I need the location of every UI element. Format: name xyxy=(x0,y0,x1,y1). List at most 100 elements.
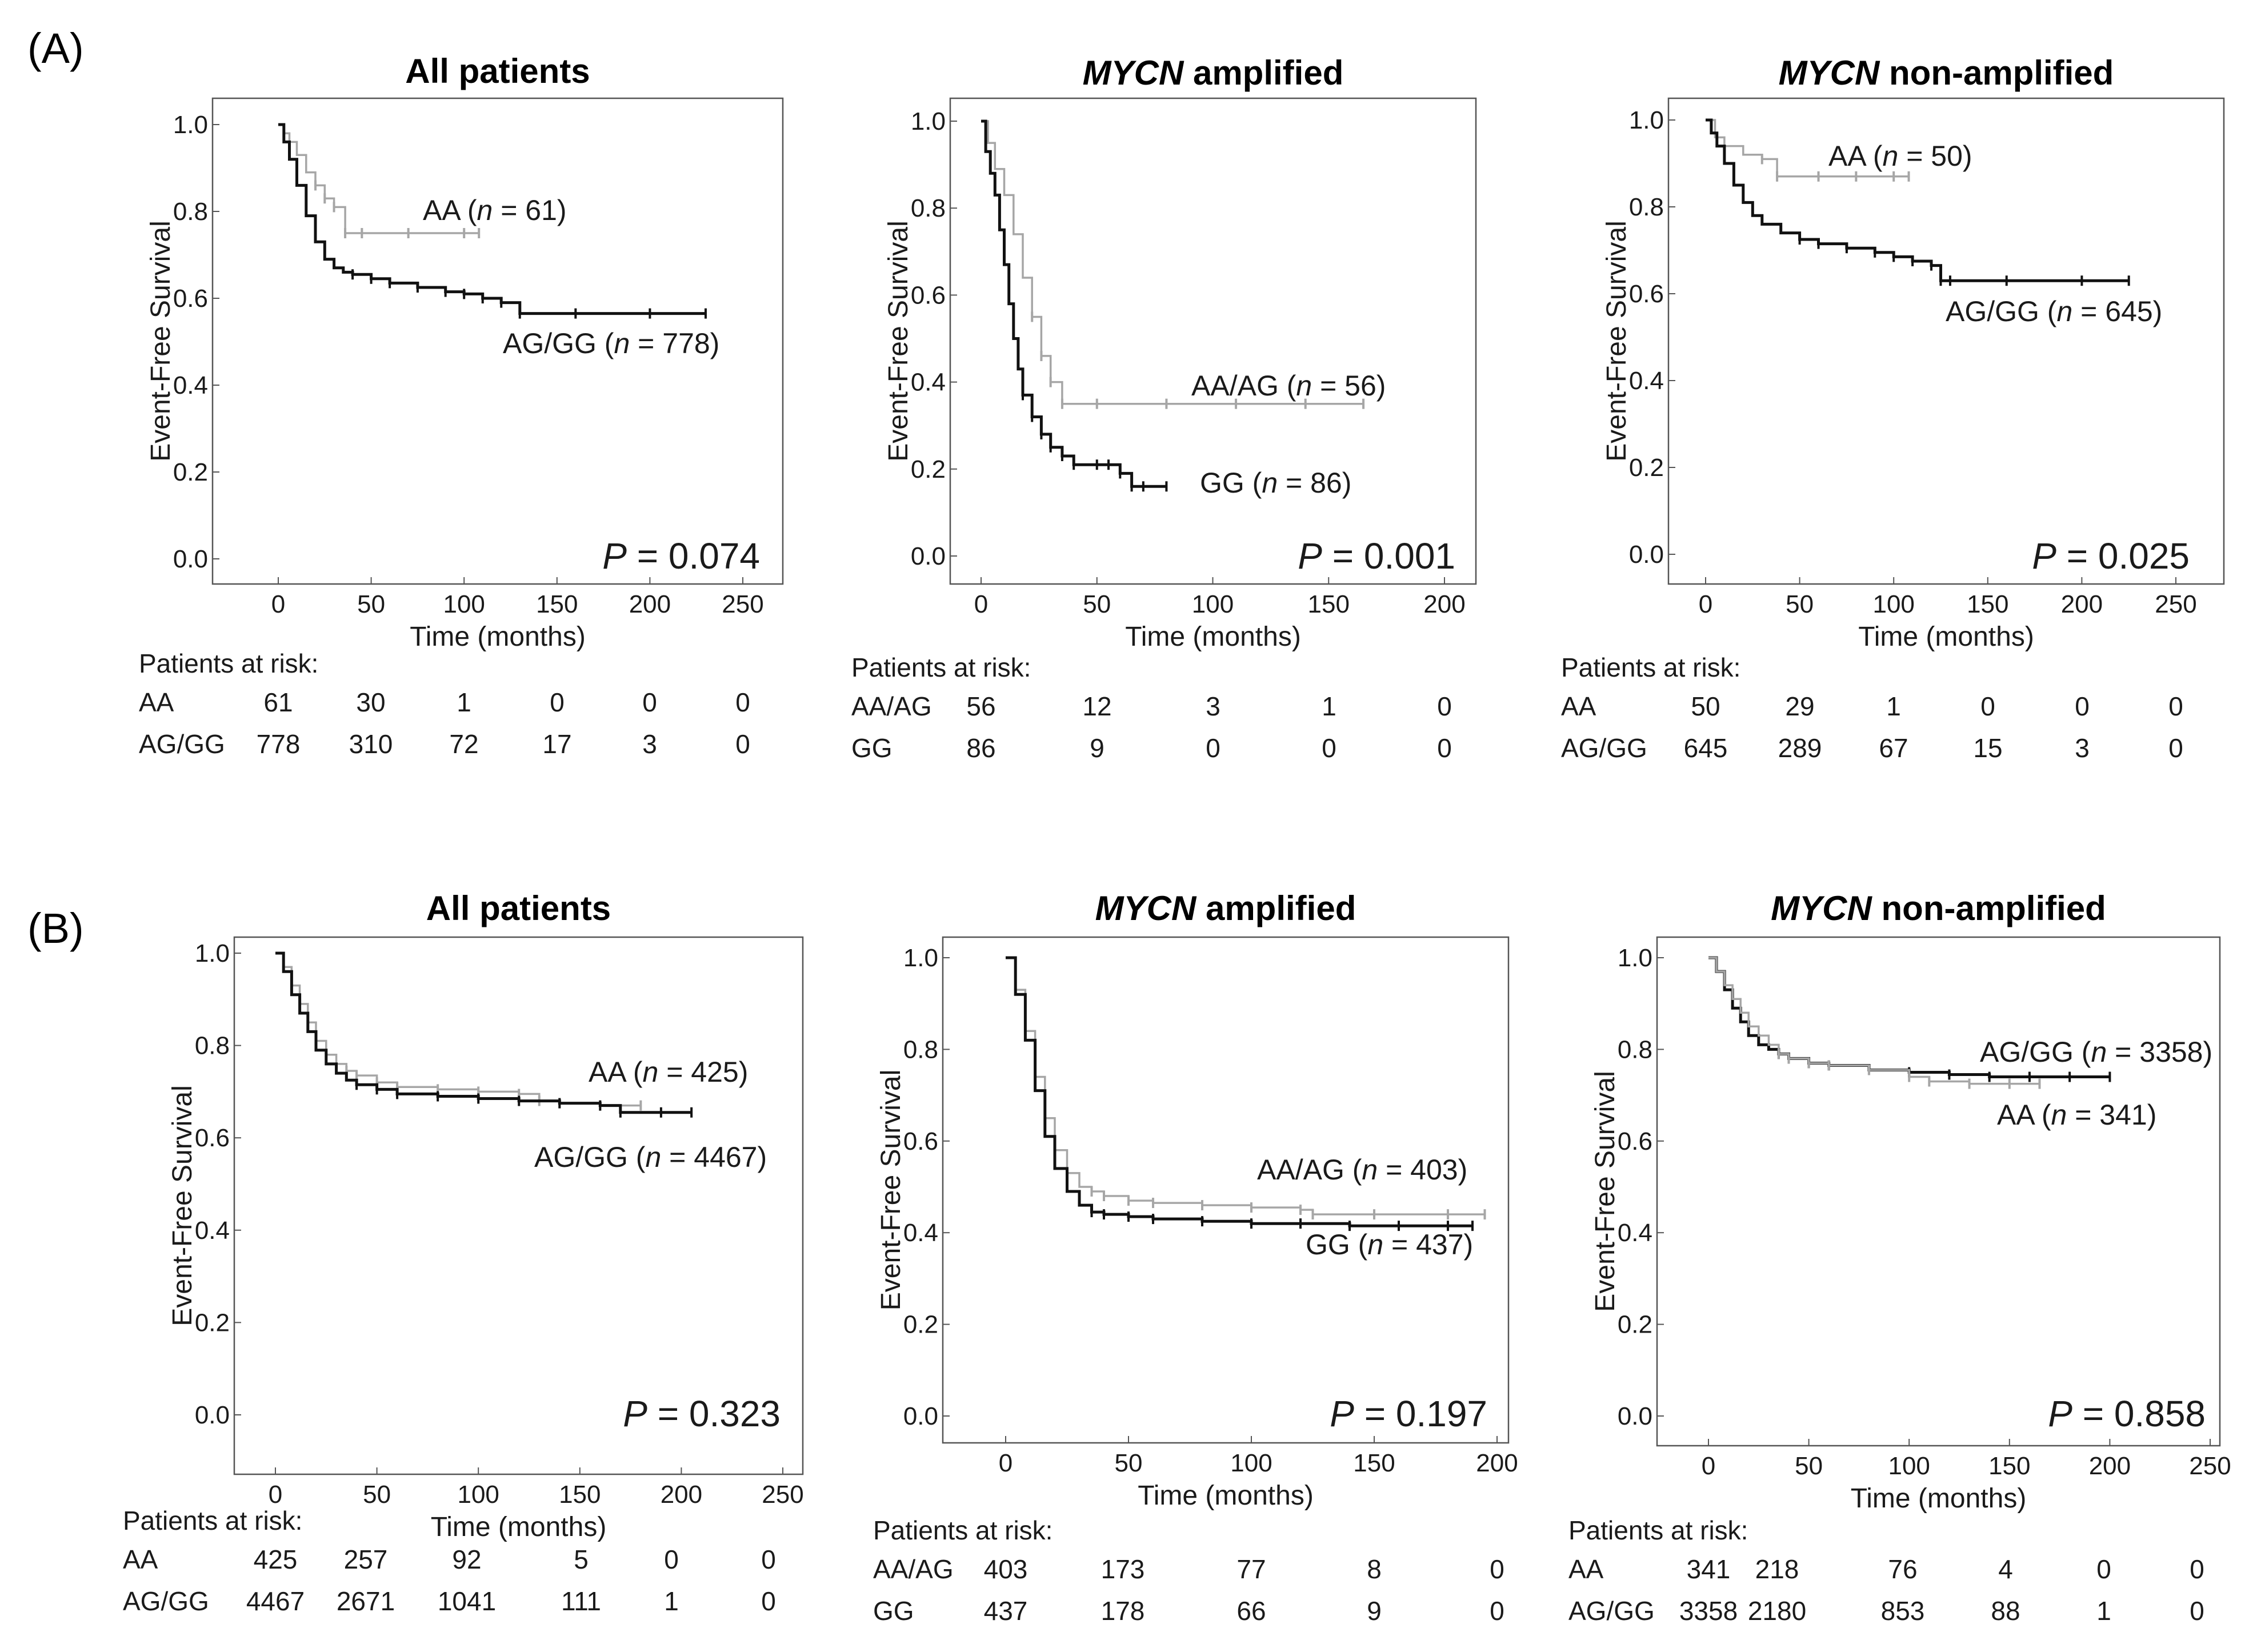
series-label-post: = 86) xyxy=(1278,467,1351,499)
chart-title: All patients xyxy=(426,889,611,927)
p-value: P = 0.001 xyxy=(1298,535,1455,577)
risk-cell: 0 xyxy=(735,729,750,759)
series-label: AG/GG (n = 3358) xyxy=(1980,1036,2212,1068)
risk-cell: 218 xyxy=(1755,1554,1799,1584)
plot-frame xyxy=(949,97,1477,585)
risk-cell: 1041 xyxy=(438,1586,496,1616)
risk-cell: 88 xyxy=(1991,1596,2020,1626)
x-axis-label: Time (months) xyxy=(1858,622,2034,652)
series-label-post: = 403) xyxy=(1378,1154,1467,1186)
y-axis-label: Event-Free Survival xyxy=(167,1085,198,1326)
series-label-n: n xyxy=(614,327,630,359)
y-tick-label: 0.4 xyxy=(195,1217,230,1245)
series-label-post: = 437) xyxy=(1383,1229,1473,1261)
series-label: AG/GG (n = 4467) xyxy=(534,1141,767,1173)
y-tick-label: 0.2 xyxy=(1629,454,1664,482)
p-value: P = 0.197 xyxy=(1330,1393,1487,1434)
risk-cell: 2180 xyxy=(1748,1596,1806,1626)
x-tick-label: 200 xyxy=(2089,1452,2131,1480)
x-tick-label: 150 xyxy=(1967,590,2008,618)
risk-row-group: AA xyxy=(1561,691,1596,721)
series-label-n: n xyxy=(1367,1229,1383,1261)
x-tick-label: 100 xyxy=(443,590,485,618)
risk-table-title: Patients at risk: xyxy=(139,649,318,678)
risk-table-title: Patients at risk: xyxy=(123,1506,302,1535)
series-label-post: = 50) xyxy=(1898,140,1972,172)
series-label: AA (n = 341) xyxy=(1997,1099,2156,1131)
x-tick-label: 150 xyxy=(559,1481,601,1509)
risk-row-group: AG/GG xyxy=(1568,1596,1655,1626)
series-label-pre: AA ( xyxy=(1997,1099,2051,1131)
risk-cell: 0 xyxy=(2168,733,2183,763)
p-value-number: = 0.025 xyxy=(2056,535,2190,577)
x-tick-label: 0 xyxy=(1702,1452,1715,1480)
x-tick-label: 150 xyxy=(1308,590,1350,618)
series-label-n: n xyxy=(477,194,493,226)
risk-cell: 76 xyxy=(1888,1554,1917,1584)
risk-row-group: AA/AG xyxy=(851,691,932,721)
risk-cell: 17 xyxy=(542,729,571,759)
risk-cell: 15 xyxy=(1973,733,2002,763)
y-tick-label: 1.0 xyxy=(1629,106,1664,134)
y-tick-label: 1.0 xyxy=(911,107,946,135)
risk-cell: 4 xyxy=(1998,1554,2013,1584)
series-label-post: = 778) xyxy=(630,327,719,359)
y-tick-label: 0.6 xyxy=(903,1127,938,1155)
x-tick-label: 0 xyxy=(1699,590,1712,618)
x-tick-label: 200 xyxy=(2061,590,2103,618)
risk-cell: 0 xyxy=(642,687,657,717)
p-value-number: = 0.323 xyxy=(647,1393,781,1434)
y-axis-label: Event-Free Survival xyxy=(1590,1071,1620,1311)
risk-cell: 0 xyxy=(1437,733,1452,763)
risk-cell: 0 xyxy=(761,1586,776,1616)
series-label-post: = 3358) xyxy=(2107,1036,2212,1068)
y-axis-label: Event-Free Survival xyxy=(1602,221,1632,461)
x-tick-label: 0 xyxy=(974,590,988,618)
panel-label-a: (A) xyxy=(27,25,84,72)
risk-cell: 3 xyxy=(1206,691,1220,721)
risk-cell: 12 xyxy=(1082,691,1111,721)
y-tick-label: 0.8 xyxy=(1629,193,1664,221)
risk-row-group: AG/GG xyxy=(123,1586,209,1616)
series-label: AA/AG (n = 403) xyxy=(1257,1154,1467,1186)
x-tick-label: 50 xyxy=(1115,1449,1143,1477)
chart-title: MYCN amplified xyxy=(1095,889,1356,927)
risk-cell: 1 xyxy=(457,687,471,717)
risk-cell: 425 xyxy=(254,1545,298,1574)
risk-table-title: Patients at risk: xyxy=(873,1515,1053,1545)
panel-label-b: (B) xyxy=(27,905,84,952)
chart-title: MYCN non-amplified xyxy=(1771,889,2106,927)
series-label-n: n xyxy=(1362,1154,1378,1186)
x-tick-label: 100 xyxy=(1888,1452,1930,1480)
p-value: P = 0.025 xyxy=(2032,535,2190,577)
risk-cell: 0 xyxy=(1206,733,1220,763)
x-tick-label: 50 xyxy=(1795,1452,1823,1480)
y-tick-label: 0.4 xyxy=(1618,1219,1652,1247)
series-label-n: n xyxy=(1882,140,1898,172)
plot-frame xyxy=(211,97,784,585)
risk-cell: 72 xyxy=(449,729,478,759)
y-tick-label: 1.0 xyxy=(903,944,938,972)
y-tick-label: 0.6 xyxy=(1618,1127,1652,1155)
y-tick-label: 0.6 xyxy=(1629,280,1664,308)
title-gene: MYCN xyxy=(1083,54,1184,92)
km-curve-ag-gg xyxy=(278,123,706,315)
risk-cell: 67 xyxy=(1879,733,1908,763)
p-value-number: = 0.197 xyxy=(1354,1393,1487,1434)
y-tick-label: 0.0 xyxy=(911,542,946,570)
series-label-post: = 425) xyxy=(658,1056,748,1088)
x-tick-label: 250 xyxy=(722,590,763,618)
p-value-number: = 0.001 xyxy=(1322,535,1455,577)
x-tick-label: 100 xyxy=(1192,590,1234,618)
risk-table-title: Patients at risk: xyxy=(1568,1515,1748,1545)
plot-frame xyxy=(1667,97,2225,585)
y-tick-label: 0.8 xyxy=(173,198,208,226)
risk-row-group: AA/AG xyxy=(873,1554,954,1584)
risk-cell: 0 xyxy=(761,1545,776,1574)
risk-cell: 437 xyxy=(984,1596,1028,1626)
risk-cell: 1 xyxy=(664,1586,679,1616)
y-tick-label: 0.6 xyxy=(173,285,208,313)
risk-row-group: AA xyxy=(139,687,174,717)
series-label: AA (n = 61) xyxy=(423,194,567,226)
y-tick-label: 0.2 xyxy=(911,455,946,483)
